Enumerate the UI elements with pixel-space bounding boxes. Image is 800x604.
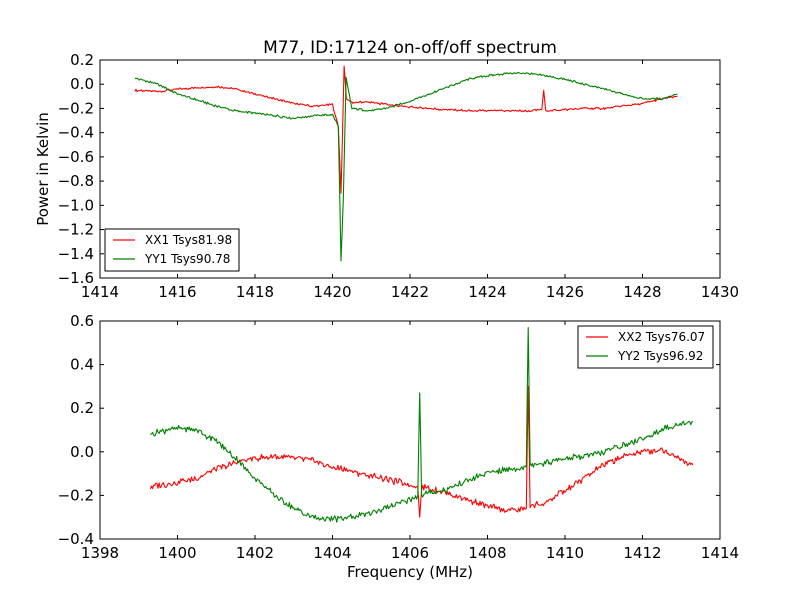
- x-tick-label: 1410: [546, 544, 584, 562]
- panel-1: 1414 1416 1418 1420 1422 1424 1426 1428 1430 −1.6…: [58, 51, 740, 301]
- legend: XX1 Tsys81.98 YY1 Tsys90.78: [104, 228, 240, 272]
- y-tick-label: 0.2: [70, 51, 94, 69]
- x-tick-label: 1422: [391, 283, 429, 301]
- y-tick-label: −1.0: [58, 196, 94, 214]
- legend: XX2 Tsys76.07 YY2 Tsys96.92: [577, 325, 714, 369]
- x-tick-label: 1398: [81, 544, 119, 562]
- chart-title: M77, ID:17124 on-off/off spectrum: [263, 38, 557, 58]
- legend-label: XX1 Tsys81.98: [145, 233, 232, 247]
- x-tick-label: 1412: [623, 544, 661, 562]
- x-tick-label: 1406: [391, 544, 429, 562]
- y-tick-label: −0.2: [58, 99, 94, 117]
- x-tick-label: 1400: [158, 544, 196, 562]
- series-line-yy2: [150, 326, 694, 523]
- y-tick-label: 0.6: [70, 312, 94, 330]
- legend-label: YY1 Tsys90.78: [144, 252, 230, 266]
- x-tick-label: 1404: [313, 544, 351, 562]
- y-tick-label: −1.6: [58, 269, 94, 287]
- legend-label: XX2 Tsys76.07: [618, 330, 705, 344]
- x-axis-label: Frequency (MHz): [347, 563, 473, 581]
- y-tick-label: 0.2: [70, 399, 94, 417]
- panel-2: 1398 1400 1402 1404 1406 1408 1410 1412 1414 −0.4…: [58, 312, 740, 562]
- y-tick-label: −0.4: [58, 530, 94, 548]
- x-tick-label: 1408: [468, 544, 506, 562]
- series-line-xx1: [134, 65, 678, 194]
- y-tick-label: 0.4: [70, 356, 94, 374]
- y-tick-label: 0.0: [70, 75, 94, 93]
- x-tick-label: 1428: [623, 283, 661, 301]
- legend-box: [577, 325, 714, 369]
- y-tick-label: −0.8: [58, 172, 94, 190]
- x-tick-label: 1418: [236, 283, 274, 301]
- x-tick-label: 1416: [158, 283, 196, 301]
- y-tick-label: −0.2: [58, 486, 94, 504]
- x-tick-label: 1430: [701, 283, 739, 301]
- x-tick-label: 1420: [313, 283, 351, 301]
- y-tick-label: −0.6: [58, 148, 94, 166]
- y-tick-label: 0.0: [70, 443, 94, 461]
- x-tick-label: 1424: [468, 283, 506, 301]
- series-line-yy1: [134, 72, 678, 262]
- y-axis-label: Power in Kelvin: [34, 112, 52, 226]
- y-tick-label: −1.4: [58, 245, 94, 263]
- x-tick-label: 1426: [546, 283, 584, 301]
- chart-panels: 1414 1416 1418 1420 1422 1424 1426 1428 1430 −1.6…: [58, 51, 740, 562]
- y-tick-label: −0.4: [58, 124, 94, 142]
- x-tick-label: 1414: [701, 544, 739, 562]
- y-tick-label: −1.2: [58, 221, 94, 239]
- x-tick-label: 1402: [236, 544, 274, 562]
- legend-label: YY2 Tsys96.92: [617, 349, 703, 363]
- series-lines: [134, 65, 678, 262]
- series-lines: [149, 326, 694, 523]
- x-tick-label: 1414: [81, 283, 119, 301]
- legend-box: [104, 228, 240, 272]
